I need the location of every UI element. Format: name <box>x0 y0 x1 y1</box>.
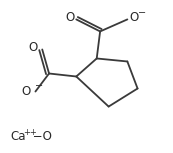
Text: ++: ++ <box>24 128 37 137</box>
Text: Ca: Ca <box>10 130 25 143</box>
Text: −O: −O <box>29 130 52 143</box>
Text: −: − <box>138 8 147 18</box>
Text: O: O <box>21 85 30 98</box>
Text: O: O <box>65 11 75 24</box>
Text: −: − <box>35 81 43 91</box>
Text: O: O <box>28 41 37 54</box>
Text: O: O <box>129 11 138 24</box>
